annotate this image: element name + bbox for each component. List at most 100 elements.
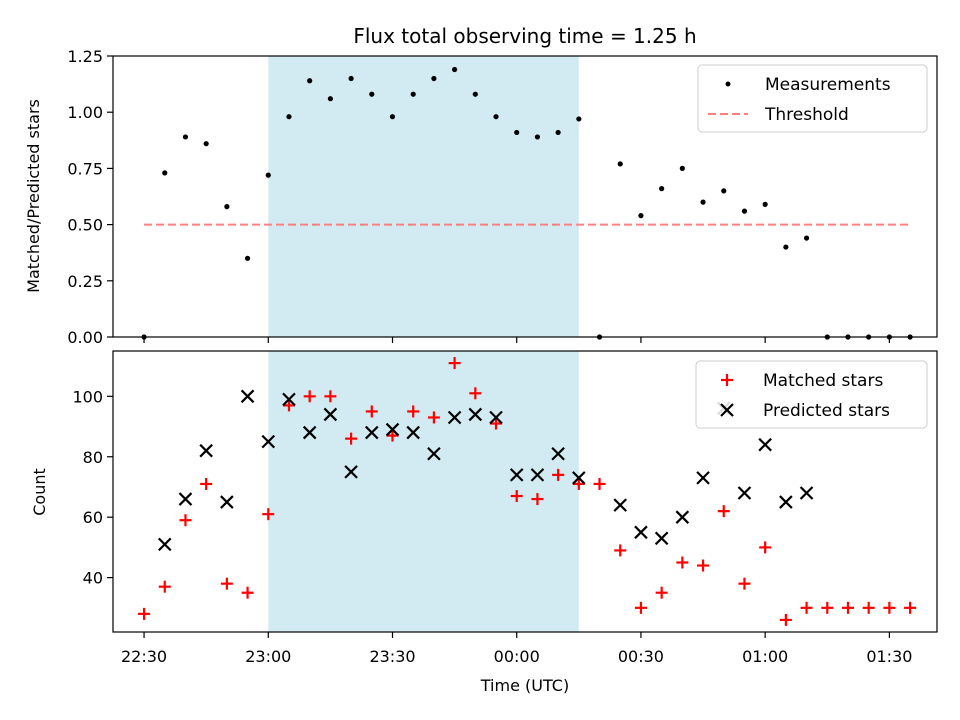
bottom-legend-box bbox=[695, 360, 928, 429]
bottom-panel: 40 60 80 100 22:30 23:00 23:30 00:00 00:30 01:00… bbox=[30, 350, 938, 695]
legend-measurements-marker bbox=[725, 81, 731, 87]
matched-stars-point bbox=[779, 613, 792, 626]
predicted-stars-point bbox=[365, 425, 379, 440]
matched-stars-point bbox=[365, 405, 378, 418]
matched-stars-point bbox=[862, 601, 875, 614]
predicted-stars-point bbox=[468, 407, 483, 422]
matched-stars-point bbox=[386, 429, 399, 442]
matched-stars-point bbox=[676, 556, 689, 569]
measurements-point bbox=[638, 213, 644, 219]
predicted-stars-point bbox=[737, 486, 752, 500]
measurements-point bbox=[741, 208, 748, 214]
matched-stars-point bbox=[345, 432, 358, 445]
matched-stars-point bbox=[200, 477, 213, 490]
matched-stars-point bbox=[490, 417, 503, 430]
measurements-point bbox=[762, 201, 768, 207]
predicted-stars-point bbox=[509, 468, 524, 482]
measurements-point bbox=[472, 91, 478, 97]
predicted-stars-point bbox=[613, 498, 628, 512]
measurements-point bbox=[286, 114, 292, 120]
y-tick-label: 60 bbox=[83, 508, 103, 527]
matched-stars-point bbox=[262, 508, 275, 521]
measurements-point bbox=[389, 114, 396, 120]
bottom-x-ticks: 22:30 23:00 23:30 00:00 00:30 01:00 01:30 bbox=[121, 632, 912, 666]
x-tick-label: 01:30 bbox=[866, 647, 912, 666]
measurements-point bbox=[700, 199, 706, 205]
top-legend: Measurements Threshold bbox=[697, 64, 928, 133]
matched-stars-point bbox=[593, 477, 606, 490]
legend-matched-marker bbox=[721, 374, 733, 386]
predicted-stars-point bbox=[799, 486, 814, 500]
matched-stars-point bbox=[717, 505, 730, 518]
top-x-ticks bbox=[143, 337, 890, 343]
predicted-stars-point bbox=[654, 531, 669, 546]
bottom-shaded-region bbox=[268, 351, 579, 632]
x-tick-label: 01:00 bbox=[742, 647, 788, 666]
measurements-point bbox=[327, 96, 333, 102]
measurements-point bbox=[182, 134, 189, 140]
measurements-point bbox=[493, 114, 499, 120]
y-tick-label: 0.25 bbox=[67, 272, 103, 291]
matched-stars-point bbox=[220, 577, 233, 590]
measurements-point bbox=[659, 186, 665, 192]
predicted-stars-point bbox=[323, 407, 338, 422]
predicted-stars-point bbox=[427, 446, 441, 461]
measurements-point bbox=[244, 255, 251, 261]
measurements-point bbox=[534, 134, 541, 140]
predicted-stars-point bbox=[758, 437, 772, 452]
predicted-stars-point bbox=[572, 471, 586, 485]
matched-stars-point bbox=[572, 477, 585, 490]
predicted-stars-point bbox=[178, 492, 193, 506]
legend-matched-label: Matched stars bbox=[763, 371, 883, 391]
bottom-legend: Matched stars Predicted stars bbox=[695, 360, 928, 429]
x-tick-label: 23:30 bbox=[369, 647, 415, 666]
matched-stars-point bbox=[469, 387, 482, 400]
predicted-stars-point bbox=[779, 495, 793, 509]
measurements-point bbox=[721, 188, 727, 194]
measurements-point bbox=[452, 66, 458, 73]
measurements-point bbox=[679, 165, 685, 171]
predicted-stars-point bbox=[406, 425, 420, 440]
matched-stars-point bbox=[427, 411, 440, 424]
y-tick-label: 0.75 bbox=[67, 159, 103, 178]
predicted-stars-point bbox=[302, 425, 317, 440]
predicted-stars-point bbox=[447, 410, 462, 425]
top-axes-frame bbox=[112, 55, 938, 338]
matched-stars-point bbox=[241, 586, 254, 599]
measurements-point bbox=[410, 91, 416, 97]
x-tick-label: 00:00 bbox=[494, 647, 540, 666]
matched-stars-point bbox=[510, 490, 523, 503]
measurements-point bbox=[555, 129, 561, 136]
legend-measurements-label: Measurements bbox=[765, 75, 891, 95]
y-tick-label: 1.00 bbox=[67, 103, 103, 122]
matched-stars-point bbox=[759, 541, 772, 554]
matched-stars-point bbox=[904, 601, 917, 614]
matched-stars-point bbox=[655, 586, 668, 599]
matched-stars-point bbox=[158, 580, 171, 593]
matched-stars-point bbox=[179, 514, 192, 527]
predicted-stars-point bbox=[696, 471, 710, 485]
bottom-y-ticks: 40 60 80 100 bbox=[72, 387, 113, 588]
matched-stars-point bbox=[303, 390, 316, 403]
matched-stars-point bbox=[634, 601, 647, 614]
matched-stars-point bbox=[407, 405, 420, 418]
measurements-point bbox=[617, 161, 623, 167]
matched-stars-point bbox=[448, 357, 461, 370]
bottom-xlabel: Time (UTC) bbox=[480, 676, 569, 695]
predicted-stars-point bbox=[261, 434, 276, 449]
y-tick-label: 40 bbox=[83, 569, 103, 588]
matched-stars-point bbox=[138, 607, 151, 620]
predicted-stars-point bbox=[157, 537, 172, 552]
measurements-point bbox=[576, 116, 582, 122]
matched-stars-point bbox=[531, 493, 544, 506]
predicted-stars-point bbox=[551, 446, 565, 461]
predicted-stars-point bbox=[385, 422, 400, 437]
measurements-point bbox=[307, 78, 313, 84]
top-ylabel: Matched/Predicted stars bbox=[24, 99, 43, 293]
measurements-point bbox=[203, 141, 209, 147]
y-tick-label: 1.25 bbox=[67, 47, 103, 66]
x-tick-label: 22:30 bbox=[121, 647, 167, 666]
chart-title: Flux total observing time = 1.25 h bbox=[353, 24, 696, 48]
x-tick-label: 23:00 bbox=[245, 647, 291, 666]
predicted-stars-point bbox=[344, 465, 358, 479]
